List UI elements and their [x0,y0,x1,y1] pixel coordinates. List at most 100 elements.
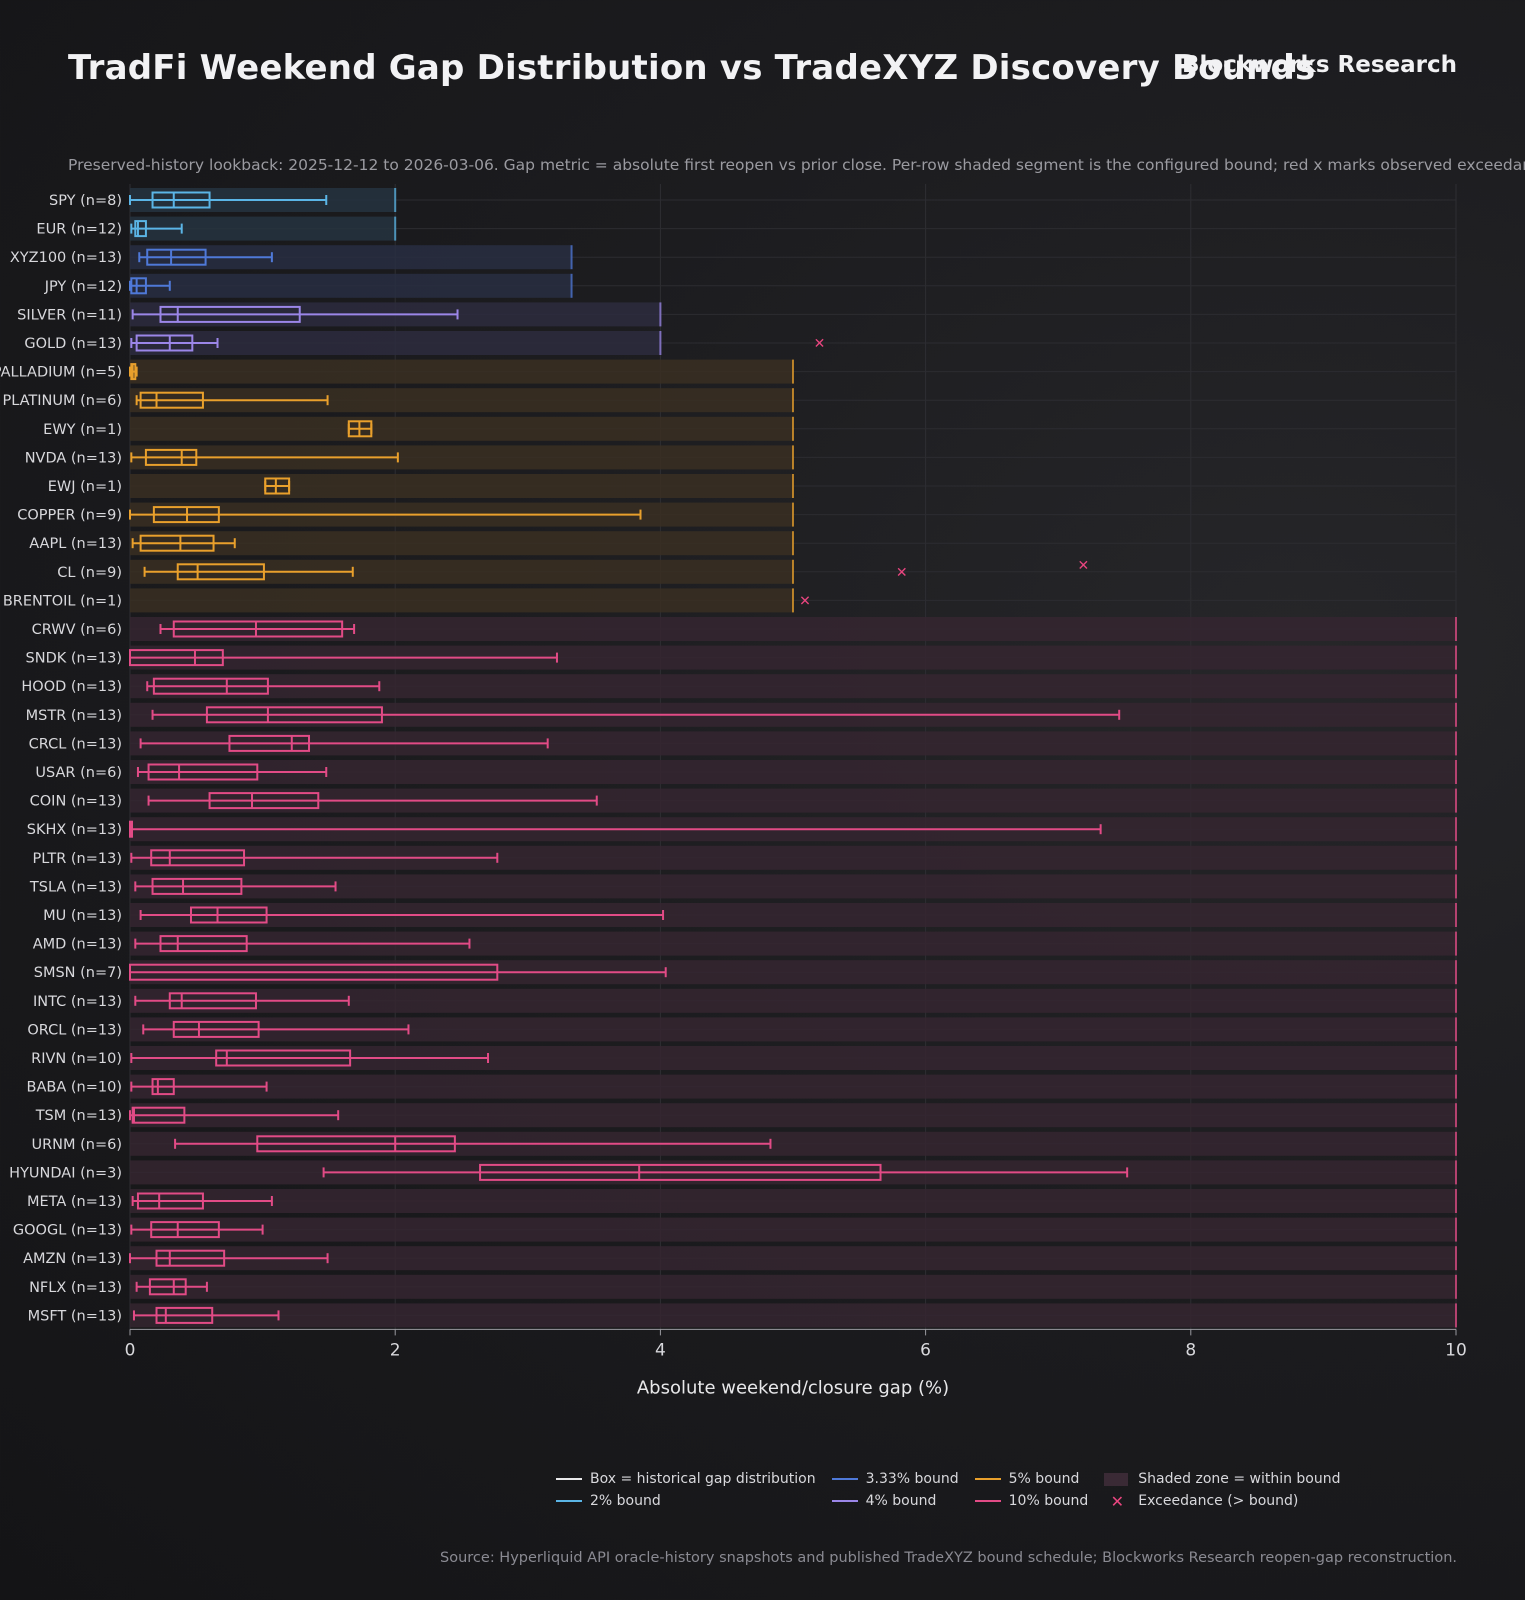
legend: Box = historical gap distribution 3.33% … [556,1470,1341,1511]
row-label: BRENTOIL (n=1) [3,593,122,609]
exceedance-mark: ✕ [799,593,811,609]
row-label: JPY (n=12) [44,279,122,295]
legend-5-swatch [974,1478,1001,1480]
legend-333: 3.33% bound [831,1470,959,1488]
row-label: SNDK (n=13) [26,651,122,667]
iqr-box [151,1078,175,1096]
row-label: MSTR (n=13) [26,708,122,724]
brand-label: Blockworks Research [1181,52,1457,78]
iqr-box [215,1049,352,1067]
legend-box: Box = historical gap distribution [556,1470,816,1488]
legend-2-swatch [556,1500,582,1502]
iqr-box [130,277,147,295]
row-label: AMD (n=13) [33,937,122,953]
bound-shade [130,1274,1456,1299]
bound-shade [130,588,793,613]
iqr-box [264,477,291,495]
iqr-box [148,1278,187,1296]
x-tick-label: 4 [655,1340,666,1360]
row-label: URNM (n=6) [31,1137,122,1153]
legend-exceed-label: Exceedance (> bound) [1138,1493,1299,1509]
iqr-box [205,706,383,724]
bound-shade [130,874,1456,899]
exceedance-x-icon: ✕ [1110,1491,1124,1511]
legend-shaded: Shaded zone = within bound [1104,1470,1341,1488]
bound-shade [130,1303,1456,1328]
row-label: COIN (n=13) [30,794,122,810]
iqr-box [172,1020,260,1038]
row-label: MSFT (n=13) [28,1308,122,1324]
iqr-box [155,1249,226,1267]
legend-5: 5% bound [974,1470,1089,1488]
iqr-box [155,1306,214,1324]
row-label: COPPER (n=9) [17,508,122,524]
bound-shade [130,474,793,498]
legend-box-label: Box = historical gap distribution [590,1471,816,1487]
bound-shade [130,1246,1456,1271]
x-tick-label: 10 [1445,1340,1467,1360]
iqr-box [135,334,194,352]
iqr-box [150,849,246,867]
legend-4: 4% bound [831,1492,959,1510]
iqr-box [151,191,211,209]
row-label: INTC (n=13) [33,994,122,1010]
iqr-box [189,906,268,924]
x-tick-label: 2 [390,1340,401,1360]
row-label: EWJ (n=1) [48,479,122,495]
row-label: BABA (n=10) [27,1080,122,1096]
exceedance-mark: ✕ [814,336,826,352]
bound-shade [130,1189,1456,1213]
iqr-box [134,220,147,238]
row-label: AMZN (n=13) [23,1251,122,1267]
row-label: EUR (n=12) [36,222,122,238]
bound-shade [130,1103,1456,1128]
iqr-box [146,248,207,266]
bound-shade [130,273,572,298]
box-plot-chart: SPY (n=8) EUR (n=12) XYZ100 (n=13) JPY (n=1… [0,184,1467,1398]
row-label: EWY (n=1) [43,422,122,438]
legend-2-label: 2% bound [590,1493,661,1509]
iqr-box [136,1192,204,1210]
legend-10-swatch [974,1500,1001,1502]
row-label: SPY (n=8) [49,193,122,209]
row-label: HYUNDAI (n=3) [9,1165,122,1181]
legend-10-label: 10% bound [1008,1493,1089,1509]
iqr-box [139,391,204,409]
legend-shaded-label: Shaded zone = within bound [1138,1471,1341,1487]
bound-shade [130,416,793,441]
row-label: GOLD (n=13) [24,336,122,352]
iqr-box [131,1106,186,1124]
iqr-box [256,1135,456,1153]
legend-4-swatch [831,1500,858,1502]
iqr-box [479,1163,882,1181]
row-label: RIVN (n=10) [31,1051,122,1067]
row-label: ORCL (n=13) [27,1022,122,1038]
row-label: AAPL (n=13) [29,536,122,552]
row-label: NFLX (n=13) [29,1280,122,1296]
row-label: TSM (n=13) [35,1108,122,1124]
row-label: TSLA (n=13) [29,879,122,895]
iqr-box [176,563,265,581]
x-axis-label: Absolute weekend/closure gap (%) [637,1377,949,1398]
x-tick-label: 8 [1185,1340,1196,1360]
bound-shade [130,1074,1456,1099]
row-label: USAR (n=6) [35,765,122,781]
row-label: XYZ100 (n=13) [10,250,122,266]
legend-box-swatch [556,1478,582,1480]
x-tick-label: 0 [125,1340,136,1360]
iqr-box [172,620,344,638]
legend-333-label: 3.33% bound [865,1471,959,1487]
source-note: Source: Hyperliquid API oracle-history s… [440,1550,1457,1566]
bound-shade [130,1217,1456,1242]
row-label: PALLADIUM (n=5) [0,365,122,381]
legend-333-swatch [831,1478,858,1480]
iqr-box [168,992,257,1010]
bound-shade [130,359,793,384]
chart-subtitle: Preserved-history lookback: 2025-12-12 t… [68,156,1525,174]
row-label: HOOD (n=13) [21,679,122,695]
iqr-box [151,877,243,895]
x-tick-label: 6 [920,1340,931,1360]
iqr-box [228,734,311,752]
iqr-box [150,1221,220,1239]
legend-exceed: ✕ Exceedance (> bound) [1104,1491,1340,1511]
